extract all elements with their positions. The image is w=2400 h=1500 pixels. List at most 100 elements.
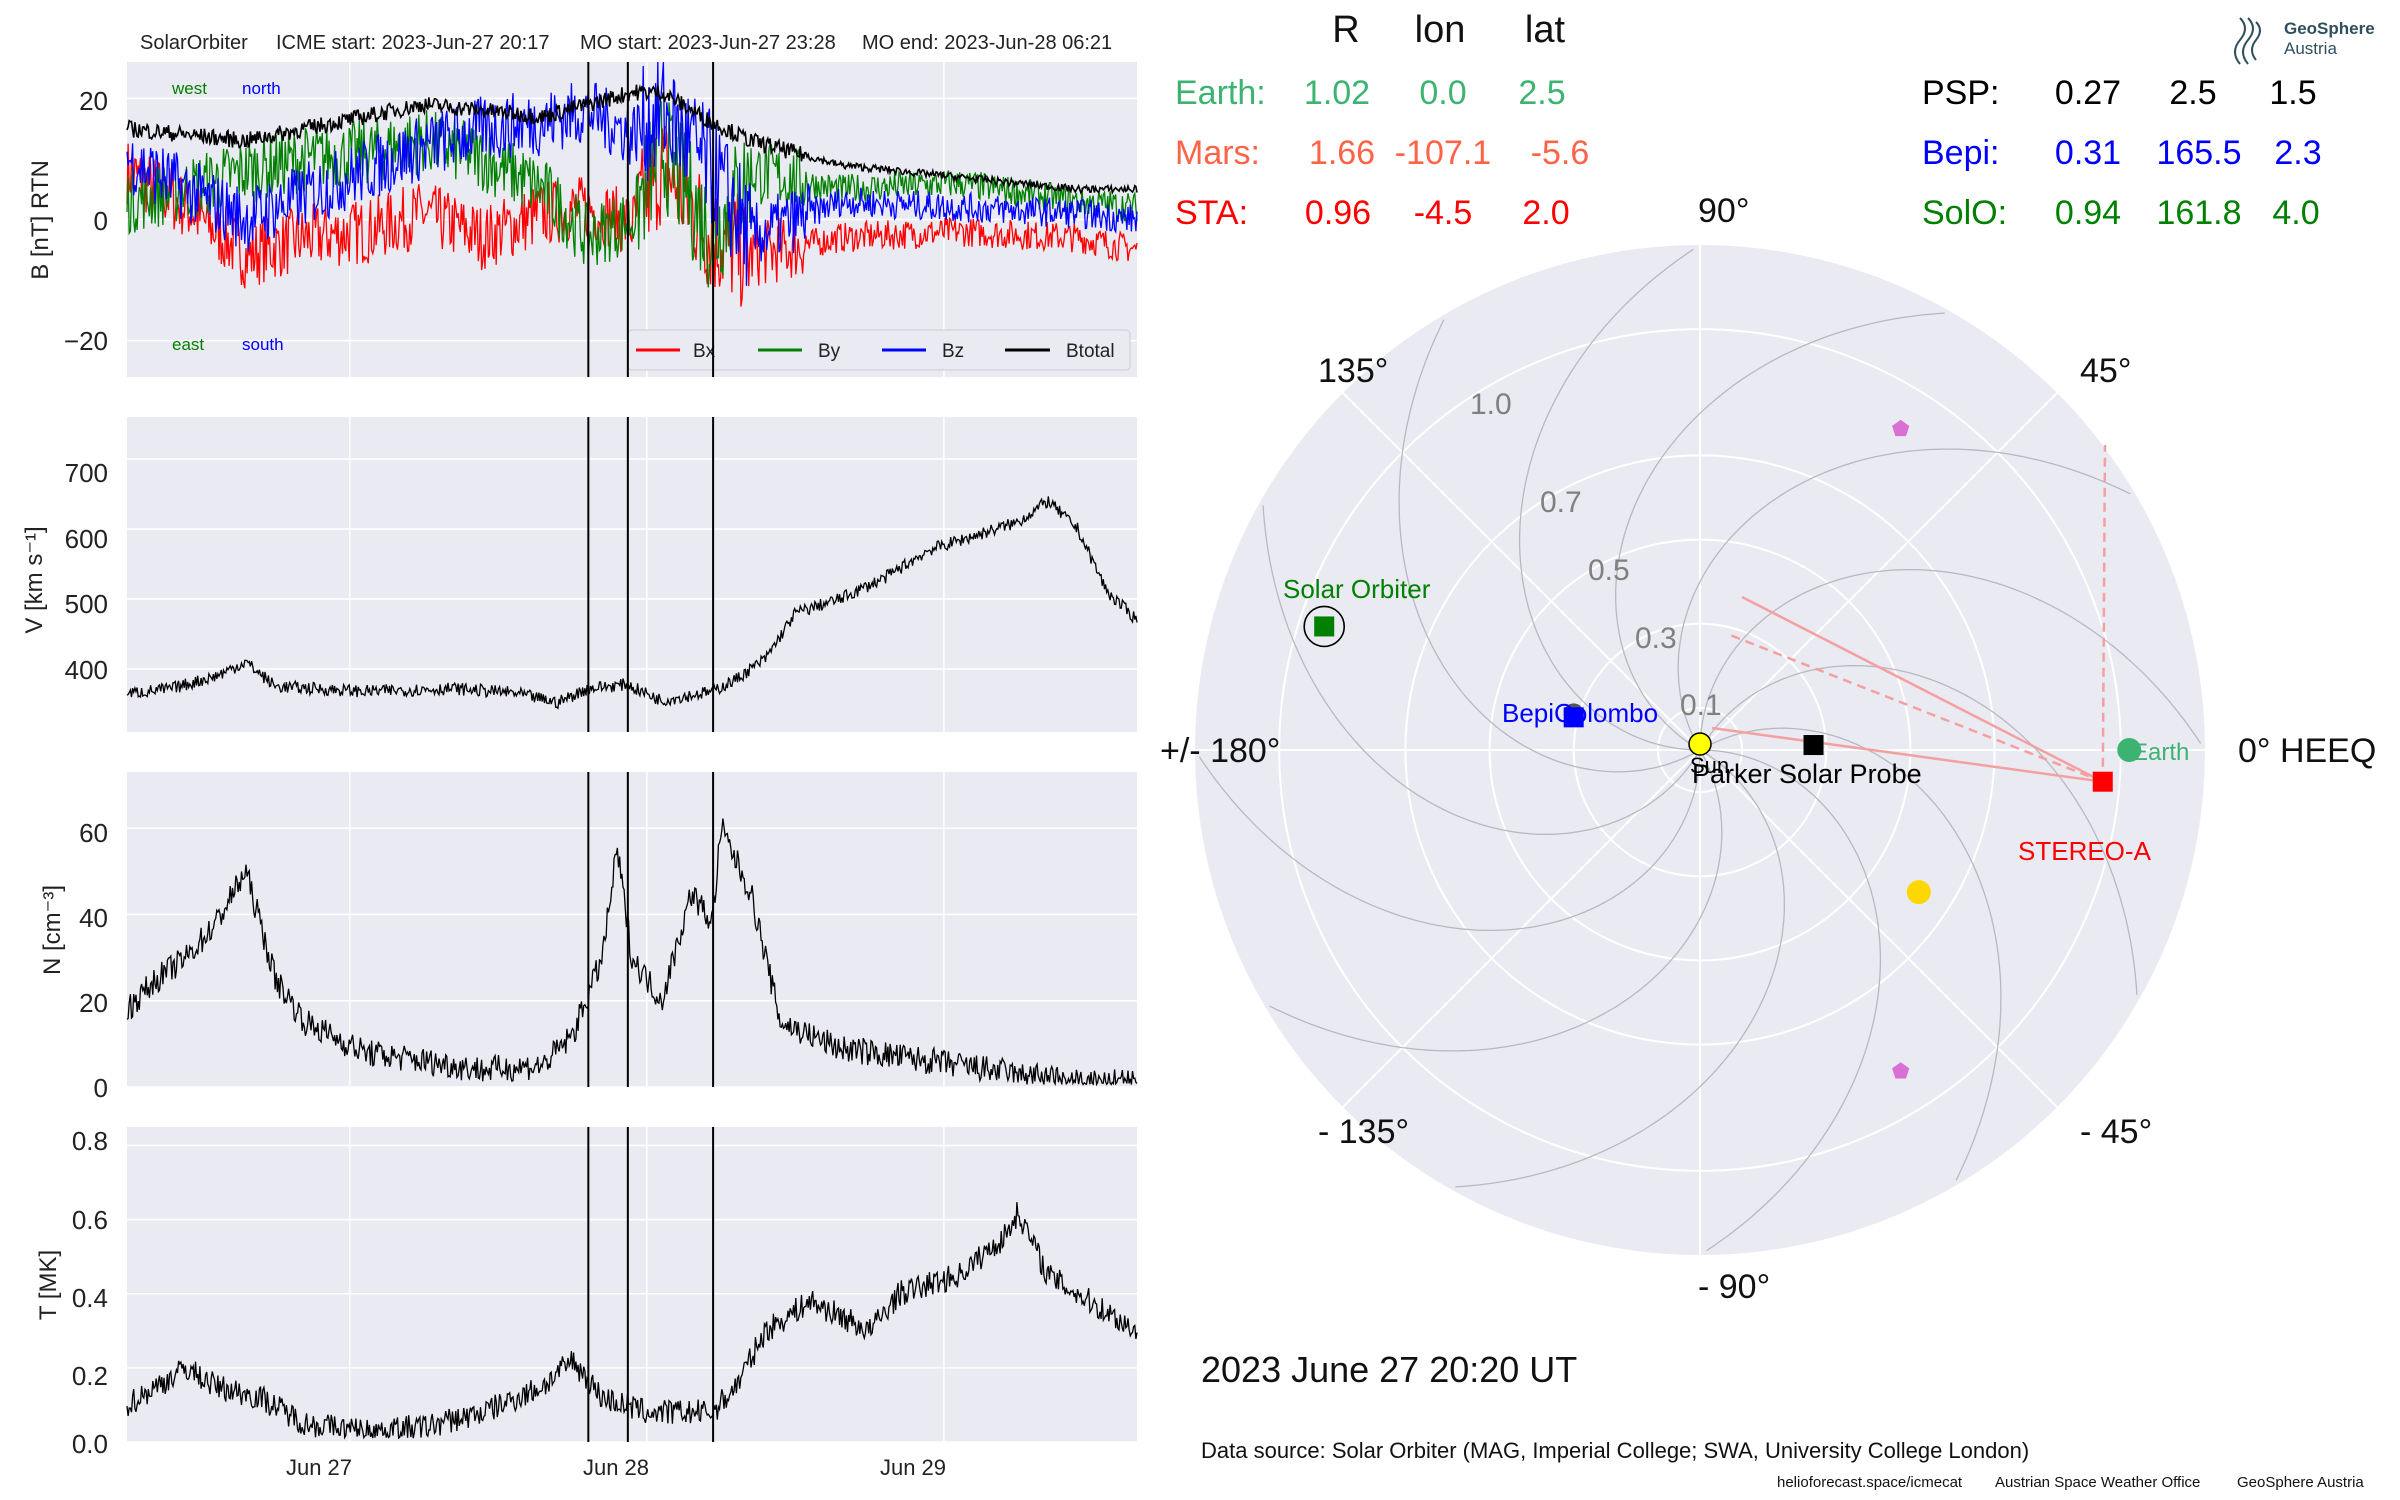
legend-bx: Bx	[693, 341, 716, 362]
legend-btotal: Btotal	[1066, 341, 1115, 362]
panel-b-annotations: west north east south	[171, 79, 284, 354]
row-psp-label: PSP:	[1922, 74, 1999, 112]
header-spacecraft: SolarOrbiter	[140, 32, 248, 54]
row-solo-lat: 4.0	[2272, 194, 2319, 232]
solo-marker	[1314, 616, 1335, 637]
footer-datasource: Data source: Solar Orbiter (MAG, Imperia…	[1201, 1438, 2029, 1463]
r-label-0.5: 0.5	[1588, 554, 1630, 587]
panel-v: 700 600 500 400 V [km s⁻¹]	[21, 417, 1138, 732]
series-b-bx	[126, 125, 1138, 307]
panel-t-grid	[127, 1127, 1137, 1443]
ytick-b-neg20: −20	[64, 326, 108, 356]
parker-spiral-3	[1699, 568, 2202, 751]
annot-north: north	[242, 79, 281, 98]
angle-label-0: 0° HEEQ	[2238, 732, 2376, 770]
row-bepi-lat: 2.3	[2274, 134, 2321, 172]
angle-label-m135: - 135°	[1318, 1113, 1409, 1151]
row-mars-label: Mars:	[1175, 134, 1260, 172]
sta-ray-dashed-1	[1729, 633, 2104, 783]
parker-spiral-10	[1269, 749, 1723, 1052]
table-row-bepi: Bepi: 0.31 165.5 2.3	[1922, 134, 2322, 172]
panel-v-background	[127, 417, 1137, 732]
bepi-marker	[1563, 707, 1584, 728]
polar-plot: 0.1 0.3 0.5 0.7 1.0 0° HEEQ 45° 90° 135° +/-…	[1160, 192, 2376, 1306]
header-icme-start: ICME start: 2023-Jun-27 20:17	[276, 32, 549, 54]
sta-ray-solid-2	[1711, 726, 2103, 783]
sta-ray-dashed-2	[2101, 444, 2107, 782]
legend-by: By	[818, 341, 841, 362]
angle-label-90: 90°	[1698, 192, 1749, 230]
parker-spirals	[1198, 248, 2202, 1252]
table-row-mars: Mars: 1.66 -107.1 -5.6	[1175, 134, 1589, 172]
r-label-1.0: 1.0	[1470, 388, 1512, 421]
panel-n-yticks: 60 40 20 0	[79, 818, 108, 1103]
parker-spiral-7	[1398, 319, 1701, 773]
ytick-t-0.6: 0.6	[72, 1205, 108, 1235]
ytick-v-600: 600	[65, 524, 108, 554]
annot-west: west	[171, 79, 207, 98]
position-table: R lon lat Earth: 1.02 0.0 2.5 Mars: 1.66…	[1175, 9, 2322, 232]
table-head-lat: lat	[1525, 9, 1566, 51]
table-row-sta: STA: 0.96 -4.5 2.0	[1175, 194, 1570, 232]
row-earth-label: Earth:	[1175, 74, 1266, 112]
angle-label-m45: - 45°	[2080, 1113, 2152, 1151]
geosphere-logo: GeoSphere Austria	[2234, 17, 2375, 65]
parker-spiral-1	[1699, 727, 2002, 1181]
angle-label-180: +/- 180°	[1160, 732, 1280, 770]
label-psp: Parker Solar Probe	[1692, 759, 1922, 789]
polar-bodies	[1303, 419, 2142, 1079]
row-psp-r: 0.27	[2055, 74, 2121, 112]
footer-timestamp: 2023 June 27 20:20 UT	[1201, 1349, 1577, 1390]
row-sta-r: 0.96	[1305, 194, 1371, 232]
label-bepi: BepiColombo	[1502, 698, 1658, 728]
panel-t-series	[126, 1202, 1138, 1440]
solo-ring	[1303, 605, 1346, 648]
annot-east: east	[172, 335, 204, 354]
footer-credit-3: GeoSphere Austria	[2237, 1474, 2364, 1491]
header: SolarOrbiter ICME start: 2023-Jun-27 20:…	[140, 32, 1112, 54]
panel-b-yticks: 20 0 −20	[64, 86, 108, 356]
panel-n-grid	[127, 772, 1137, 1088]
ytick-b-20: 20	[79, 86, 108, 116]
series-v-v	[126, 496, 1138, 710]
angle-label-45: 45°	[2080, 352, 2131, 390]
ytick-v-700: 700	[65, 458, 108, 488]
parker-spiral-11	[1455, 749, 1785, 1188]
panel-b: 20 0 −20 B [nT] RTN west north east sout…	[27, 61, 1138, 377]
series-b-btotal	[126, 84, 1138, 196]
row-bepi-lon: 165.5	[2156, 134, 2241, 172]
table-row-psp: PSP: 0.27 2.5 1.5	[1922, 74, 2317, 112]
row-solo-r: 0.94	[2055, 194, 2121, 232]
label-earth: Earth	[2132, 739, 2189, 766]
ytick-b-0: 0	[94, 206, 108, 236]
footer-credit-2: Austrian Space Weather Office	[1995, 1474, 2200, 1491]
table-row-solo: SolO: 0.94 161.8 4.0	[1922, 194, 2320, 232]
r-label-0.1: 0.1	[1680, 689, 1722, 722]
angle-label-m90: - 90°	[1698, 1268, 1770, 1306]
row-mars-lat: -5.6	[1531, 134, 1590, 172]
time-axis: Jun 27 Jun 28 Jun 29	[286, 1455, 946, 1480]
ytick-t-0.8: 0.8	[72, 1126, 108, 1156]
gold-dot-2	[1906, 880, 1931, 905]
parker-spiral-5	[1615, 312, 1945, 751]
table-row-earth: Earth: 1.02 0.0 2.5	[1175, 74, 1566, 112]
logo-line2: Austria	[2284, 39, 2337, 58]
panel-b-legend: Bx By Bz Btotal	[627, 329, 1131, 371]
parker-spiral-4	[1677, 448, 2131, 751]
row-psp-lon: 2.5	[2169, 74, 2216, 112]
series-b-bz	[126, 61, 1138, 286]
series-n-n	[126, 818, 1138, 1087]
earth-marker	[2117, 738, 2142, 762]
series-b-by	[126, 100, 1138, 288]
angle-label-135: 135°	[1318, 352, 1388, 390]
polar-body-labels: Solar Orbiter BepiColombo Earth STEREO-A…	[1283, 574, 2189, 866]
row-earth-r: 1.02	[1304, 74, 1370, 112]
ytick-n-40: 40	[79, 903, 108, 933]
panel-n-background	[127, 772, 1137, 1087]
row-bepi-label: Bepi:	[1922, 134, 2000, 172]
table-head-lon: lon	[1415, 9, 1466, 51]
panel-b-ylabel: B [nT] RTN	[27, 160, 54, 280]
planet-pentagon-1	[1892, 1062, 1910, 1079]
table-head-r: R	[1332, 9, 1359, 51]
ytick-v-500: 500	[65, 589, 108, 619]
